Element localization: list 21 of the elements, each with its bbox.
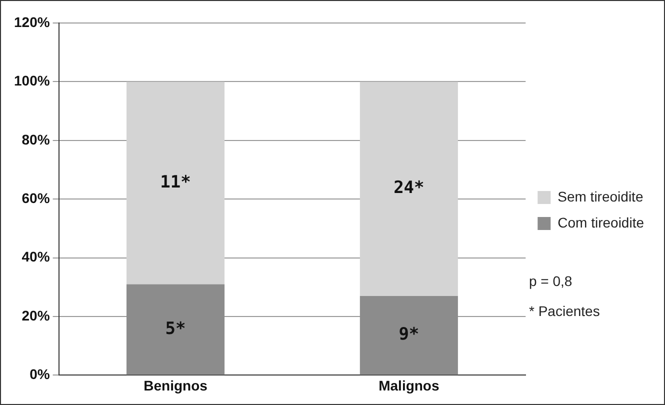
- x-tick-label: Malignos: [378, 377, 440, 394]
- annotation: 24*: [394, 178, 424, 198]
- y-tick-label: 60%: [22, 190, 50, 206]
- annotation: 11*: [160, 172, 191, 192]
- y-tick-label: 80%: [22, 131, 50, 148]
- text: * Pacientes: [529, 303, 600, 319]
- x-tick-label: Benignos: [144, 377, 208, 394]
- legend-label: Com tireoidite: [558, 214, 644, 230]
- y-tick-label: 0%: [30, 366, 50, 382]
- bar: [126, 82, 225, 284]
- y-tick-label: 20%: [22, 307, 50, 324]
- annotation: 9*: [398, 324, 420, 345]
- bar: [126, 284, 225, 375]
- text: p = 0,8: [529, 273, 574, 289]
- bar: [360, 82, 458, 296]
- y-tick-label: 40%: [22, 248, 50, 265]
- legend-label: Sem tireoidite: [558, 188, 644, 204]
- y-tick-label: 120%: [14, 14, 50, 30]
- bar: [360, 296, 458, 375]
- annotation: 5*: [165, 318, 186, 339]
- y-tick-label: 100%: [14, 72, 50, 89]
